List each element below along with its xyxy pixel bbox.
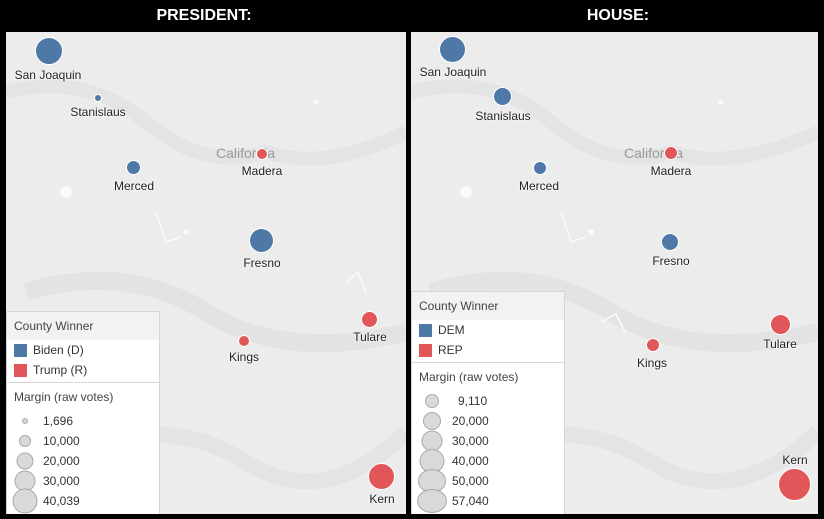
legend-size-item: 30,000	[7, 470, 159, 492]
county-label: Tulare	[353, 330, 387, 344]
size-circle	[12, 488, 38, 514]
county-dot-tulare[interactable]	[770, 314, 791, 335]
county-dot-madera[interactable]	[256, 148, 268, 160]
size-value: 30,000	[43, 474, 80, 488]
county-label: San Joaquin	[419, 65, 487, 79]
legend-swatch	[419, 343, 432, 357]
county-dot-kings[interactable]	[238, 335, 250, 347]
county-dot-san-joaquin[interactable]	[439, 36, 466, 63]
legend-item-dem[interactable]: DEM	[412, 320, 564, 340]
county-label: Kern	[782, 453, 808, 467]
legend-divider	[412, 362, 564, 363]
legend-size-item: 57,040	[412, 489, 564, 513]
county-dot-stanislaus[interactable]	[493, 87, 512, 106]
size-circle	[16, 452, 34, 470]
county-dot-kern[interactable]	[368, 463, 395, 490]
president-map[interactable]: California San Joaquin Stanislaus Merced…	[6, 32, 406, 514]
size-value: 40,039	[43, 494, 80, 508]
legend-swatch	[14, 343, 27, 357]
county-dot-merced[interactable]	[533, 161, 547, 175]
county-label: Stanislaus	[70, 105, 126, 119]
county-dot-kings[interactable]	[646, 338, 660, 352]
county-label: Kern	[369, 492, 395, 506]
size-value: 30,000	[452, 434, 489, 448]
county-dot-san-joaquin[interactable]	[35, 37, 63, 65]
size-value: 10,000	[43, 434, 80, 448]
legend-swatch	[14, 363, 27, 377]
county-dot-tulare[interactable]	[361, 311, 378, 328]
legend-size-item: 10,000	[7, 431, 159, 451]
house-map[interactable]: California San Joaquin Stanislaus Merced…	[411, 32, 818, 514]
county-dot-madera[interactable]	[664, 146, 678, 160]
legend-size-item: 40,039	[7, 488, 159, 514]
legend-item-label: DEM	[438, 323, 465, 337]
legend-item-rep[interactable]: REP	[412, 340, 564, 360]
county-dot-kern[interactable]	[778, 468, 811, 501]
size-value: 57,040	[452, 494, 489, 508]
legend-size-item: 20,000	[412, 411, 564, 431]
size-circle	[425, 394, 439, 408]
size-circle	[419, 449, 445, 473]
legend-size-item: 30,000	[412, 430, 564, 452]
legend-size-item: 1,696	[7, 411, 159, 431]
size-circle	[423, 412, 441, 430]
legend-divider	[7, 382, 159, 383]
legend-size-item: 20,000	[7, 451, 159, 471]
county-dot-merced[interactable]	[126, 160, 141, 175]
size-value: 20,000	[452, 414, 489, 428]
legend-winner-title: County Winner	[412, 292, 564, 320]
legend-item-rep[interactable]: Trump (R)	[7, 360, 159, 380]
county-label: Fresno	[243, 256, 281, 270]
size-circle	[19, 435, 31, 447]
legend-size-title: Margin (raw votes)	[412, 363, 564, 391]
county-dot-fresno[interactable]	[661, 233, 679, 251]
county-label: Stanislaus	[475, 109, 531, 123]
legend-winner-title: County Winner	[7, 312, 159, 340]
legend-size-title: Margin (raw votes)	[7, 383, 159, 411]
house-title: HOUSE:	[586, 7, 650, 24]
map-terrain	[411, 79, 818, 490]
county-label: Merced	[113, 179, 155, 193]
legend-size-item: 50,000	[412, 469, 564, 493]
house-legend: County Winner DEM REP Margin (raw votes)…	[411, 291, 565, 514]
county-label: Merced	[518, 179, 560, 193]
county-label: San Joaquin	[14, 68, 82, 82]
county-label: Kings	[636, 356, 668, 370]
legend-item-label: Trump (R)	[33, 363, 88, 377]
president-title: PRESIDENT:	[156, 7, 252, 24]
legend-size-item: 40,000	[412, 449, 564, 473]
size-circle	[22, 418, 28, 424]
county-label: Madera	[650, 164, 692, 178]
county-label: Madera	[241, 164, 283, 178]
size-value: 9,110	[458, 394, 488, 408]
county-label: Tulare	[763, 337, 797, 351]
legend-item-label: REP	[438, 343, 463, 357]
size-value: 20,000	[43, 454, 80, 468]
legend-swatch	[419, 323, 432, 337]
size-value: 40,000	[452, 454, 489, 468]
legend-size-item: 9,110	[412, 391, 564, 411]
county-label: Kings	[228, 350, 260, 364]
president-legend: County Winner Biden (D) Trump (R) Margin…	[6, 311, 160, 514]
county-dot-stanislaus[interactable]	[94, 94, 102, 102]
size-value: 50,000	[452, 474, 489, 488]
size-circle	[417, 489, 447, 513]
size-value: 1,696	[43, 414, 74, 428]
county-dot-fresno[interactable]	[249, 228, 274, 253]
legend-item-label: Biden (D)	[33, 343, 84, 357]
legend-item-dem[interactable]: Biden (D)	[7, 340, 159, 360]
county-label: Fresno	[652, 254, 690, 268]
